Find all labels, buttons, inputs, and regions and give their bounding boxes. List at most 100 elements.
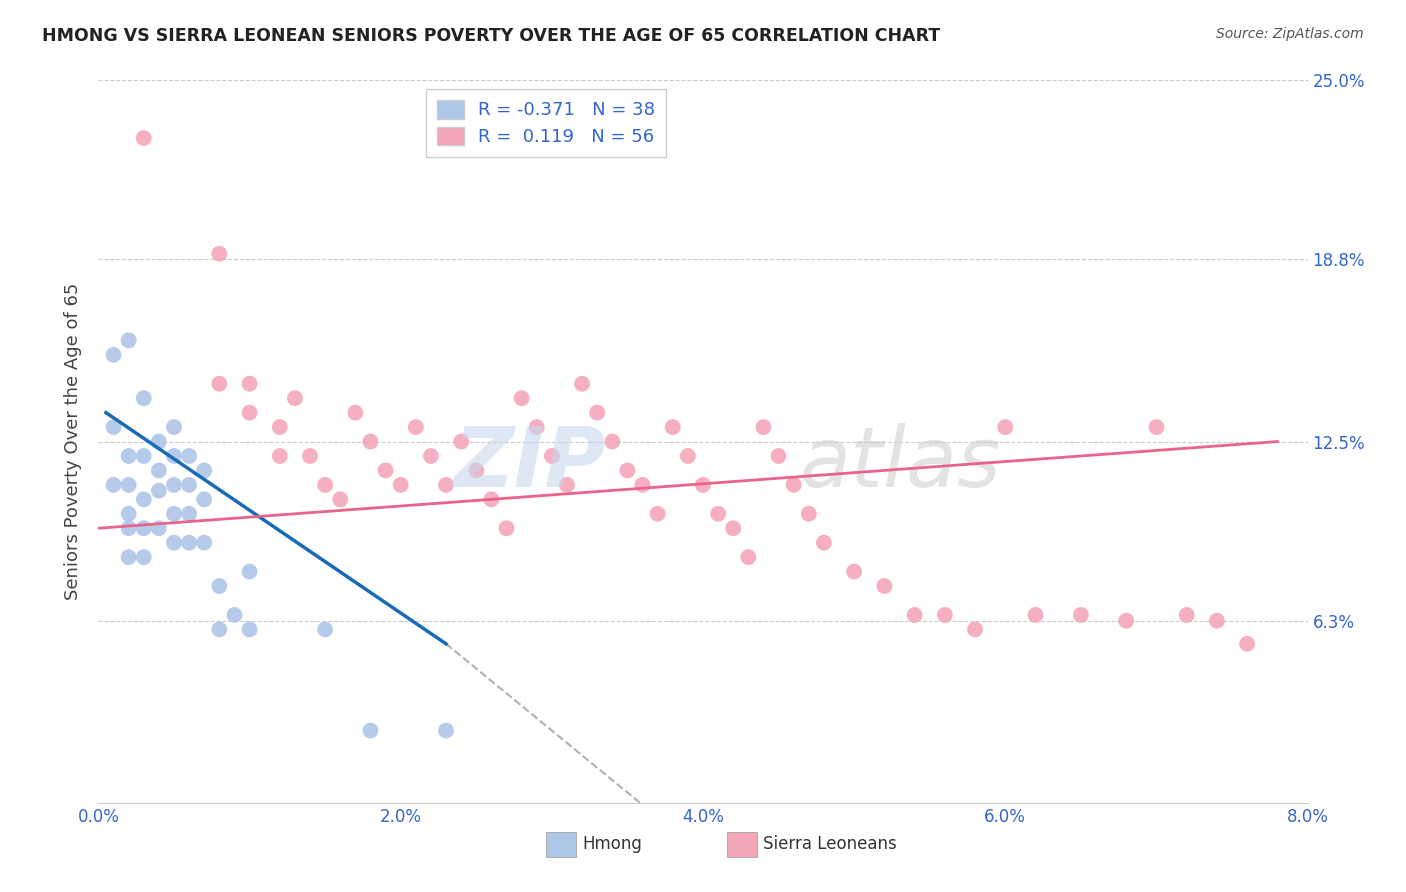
Point bbox=[148, 521, 170, 535]
Point bbox=[118, 334, 141, 348]
Point bbox=[692, 478, 714, 492]
Point bbox=[314, 623, 336, 637]
Point bbox=[163, 478, 186, 492]
Point bbox=[797, 507, 820, 521]
Bar bbox=[546, 831, 576, 857]
Point bbox=[465, 463, 488, 477]
Point bbox=[723, 521, 745, 535]
Point bbox=[420, 449, 443, 463]
Point bbox=[208, 623, 231, 637]
Point bbox=[676, 449, 699, 463]
Point bbox=[239, 565, 262, 579]
Point bbox=[571, 376, 593, 391]
Point bbox=[540, 449, 562, 463]
Point bbox=[602, 434, 624, 449]
Point bbox=[481, 492, 503, 507]
Point bbox=[783, 478, 806, 492]
Point bbox=[163, 535, 186, 549]
Point bbox=[132, 492, 155, 507]
Point bbox=[132, 521, 155, 535]
Bar bbox=[727, 831, 758, 857]
Point bbox=[434, 478, 457, 492]
Point bbox=[813, 535, 835, 549]
Point bbox=[193, 535, 215, 549]
Point bbox=[374, 463, 396, 477]
Point bbox=[193, 492, 215, 507]
Point bbox=[118, 449, 141, 463]
Point bbox=[1146, 420, 1168, 434]
Point bbox=[1175, 607, 1198, 622]
Point bbox=[132, 449, 155, 463]
Text: atlas: atlas bbox=[800, 423, 1001, 504]
Point bbox=[329, 492, 352, 507]
Point bbox=[179, 535, 201, 549]
Point bbox=[873, 579, 896, 593]
Text: ZIP: ZIP bbox=[454, 423, 606, 504]
Point bbox=[586, 406, 609, 420]
Point bbox=[103, 348, 125, 362]
Text: HMONG VS SIERRA LEONEAN SENIORS POVERTY OVER THE AGE OF 65 CORRELATION CHART: HMONG VS SIERRA LEONEAN SENIORS POVERTY … bbox=[42, 27, 941, 45]
Point bbox=[163, 449, 186, 463]
Point bbox=[389, 478, 412, 492]
Point bbox=[208, 246, 231, 260]
Point bbox=[269, 449, 291, 463]
Text: Sierra Leoneans: Sierra Leoneans bbox=[763, 835, 897, 853]
Point bbox=[179, 478, 201, 492]
Text: Hmong: Hmong bbox=[582, 835, 643, 853]
Point bbox=[631, 478, 654, 492]
Point bbox=[179, 449, 201, 463]
Text: Source: ZipAtlas.com: Source: ZipAtlas.com bbox=[1216, 27, 1364, 41]
Point bbox=[239, 623, 262, 637]
Point bbox=[208, 376, 231, 391]
Point bbox=[118, 507, 141, 521]
Point bbox=[434, 723, 457, 738]
Point bbox=[934, 607, 956, 622]
Point bbox=[1115, 614, 1137, 628]
Point bbox=[495, 521, 517, 535]
Point bbox=[132, 391, 155, 405]
Point bbox=[148, 434, 170, 449]
Point bbox=[555, 478, 578, 492]
Point bbox=[405, 420, 427, 434]
Point bbox=[344, 406, 367, 420]
Point bbox=[510, 391, 533, 405]
Point bbox=[768, 449, 790, 463]
Point bbox=[661, 420, 683, 434]
Point bbox=[450, 434, 472, 449]
Point bbox=[208, 579, 231, 593]
Point bbox=[239, 376, 262, 391]
Point bbox=[904, 607, 927, 622]
Point bbox=[163, 420, 186, 434]
Point bbox=[103, 420, 125, 434]
Point bbox=[994, 420, 1017, 434]
Point bbox=[1236, 637, 1258, 651]
Point bbox=[299, 449, 322, 463]
Point bbox=[1070, 607, 1092, 622]
Point bbox=[1025, 607, 1047, 622]
Point bbox=[239, 406, 262, 420]
Point bbox=[163, 507, 186, 521]
Point bbox=[647, 507, 669, 521]
Point bbox=[132, 131, 155, 145]
Point bbox=[752, 420, 775, 434]
Point bbox=[118, 521, 141, 535]
Legend: R = -0.371   N = 38, R =  0.119   N = 56: R = -0.371 N = 38, R = 0.119 N = 56 bbox=[426, 89, 666, 157]
Point bbox=[360, 434, 382, 449]
Point bbox=[965, 623, 987, 637]
Point bbox=[737, 550, 759, 565]
Point bbox=[118, 550, 141, 565]
Point bbox=[284, 391, 307, 405]
Point bbox=[526, 420, 548, 434]
Point bbox=[148, 463, 170, 477]
Point bbox=[269, 420, 291, 434]
Point bbox=[707, 507, 730, 521]
Point bbox=[193, 463, 215, 477]
Point bbox=[103, 478, 125, 492]
Point bbox=[616, 463, 638, 477]
Point bbox=[179, 507, 201, 521]
Point bbox=[1206, 614, 1229, 628]
Point bbox=[844, 565, 866, 579]
Point bbox=[224, 607, 246, 622]
Y-axis label: Seniors Poverty Over the Age of 65: Seniors Poverty Over the Age of 65 bbox=[65, 283, 83, 600]
Point bbox=[148, 483, 170, 498]
